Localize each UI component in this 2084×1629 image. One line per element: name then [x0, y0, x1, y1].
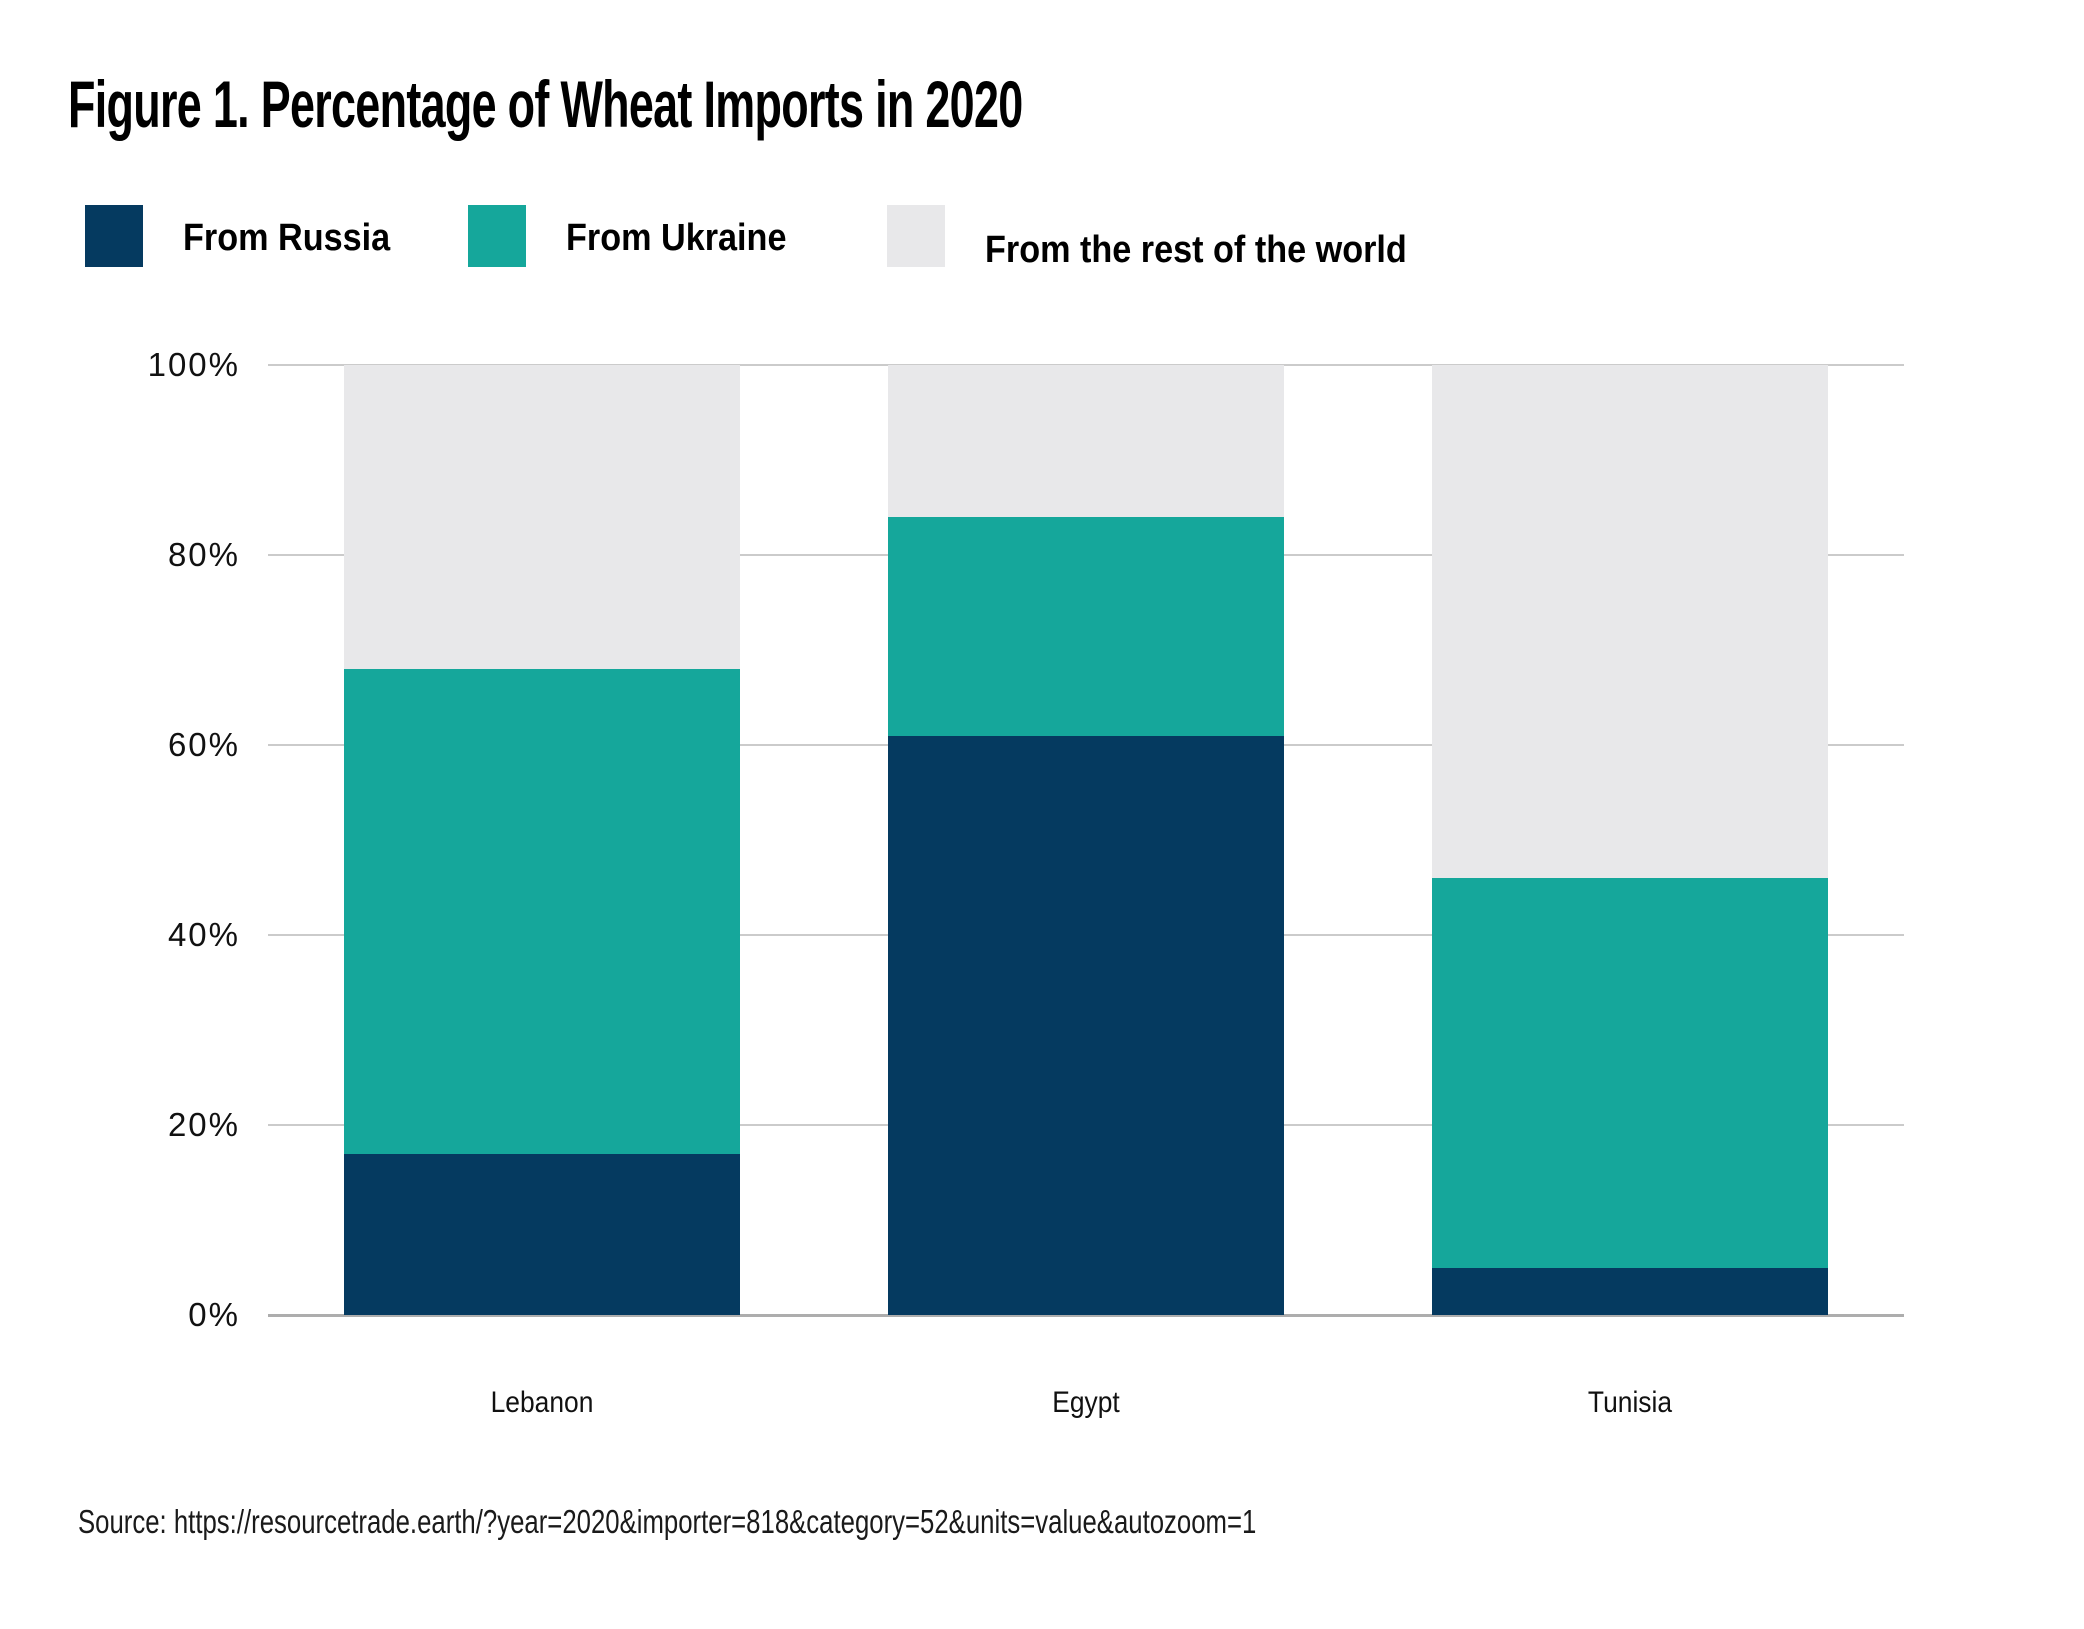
bar-segment-lebanon-from-ukraine: [344, 669, 740, 1154]
legend-swatch: [468, 205, 526, 267]
bar-segment-egypt-from-russia: [888, 735, 1284, 1315]
y-axis-tick-100: 100%: [147, 346, 240, 383]
legend-item-from-the-rest-of-the-world: From the rest of the world: [887, 205, 1454, 272]
legend-label: From Ukraine: [566, 217, 787, 259]
legend-item-from-ukraine: From Ukraine: [468, 205, 811, 267]
x-axis-label-tunisia: Tunisia: [1587, 1386, 1673, 1419]
y-axis-tick-0: 0%: [188, 1296, 240, 1333]
bar-segment-tunisia-from-russia: [1432, 1267, 1828, 1315]
bar-tunisia: [1432, 365, 1828, 1315]
bar-segment-lebanon-from-russia: [344, 1153, 740, 1315]
legend-swatch: [85, 205, 143, 267]
y-axis-tick-80: 80%: [167, 536, 240, 573]
y-axis-tick-60: 60%: [167, 726, 240, 763]
bar-segment-tunisia-from-ukraine: [1432, 878, 1828, 1268]
figure-title: Figure 1. Percentage of Wheat Imports in…: [68, 67, 1023, 141]
bar-segment-egypt-from-ukraine: [888, 517, 1284, 736]
source-citation: Source: https://resourcetrade.earth/?yea…: [78, 1503, 1257, 1540]
y-axis-tick-20: 20%: [167, 1106, 240, 1143]
x-axis-label-lebanon: Lebanon: [490, 1386, 594, 1419]
legend-item-from-russia: From Russia: [85, 205, 413, 267]
x-axis-line: [268, 1314, 1904, 1317]
y-axis-tick-40: 40%: [167, 916, 240, 953]
bar-segment-egypt-from-the-rest-of-the-world: [888, 365, 1284, 517]
bar-lebanon: [344, 365, 740, 1315]
legend-label: From the rest of the world: [985, 229, 1407, 271]
plot-area: [270, 365, 1902, 1315]
bar-segment-lebanon-from-the-rest-of-the-world: [344, 365, 740, 669]
bar-segment-tunisia-from-the-rest-of-the-world: [1432, 365, 1828, 878]
x-axis-label-egypt: Egypt: [1052, 1386, 1120, 1419]
bar-egypt: [888, 365, 1284, 1315]
legend-label: From Russia: [183, 217, 391, 259]
legend-swatch: [887, 205, 945, 267]
